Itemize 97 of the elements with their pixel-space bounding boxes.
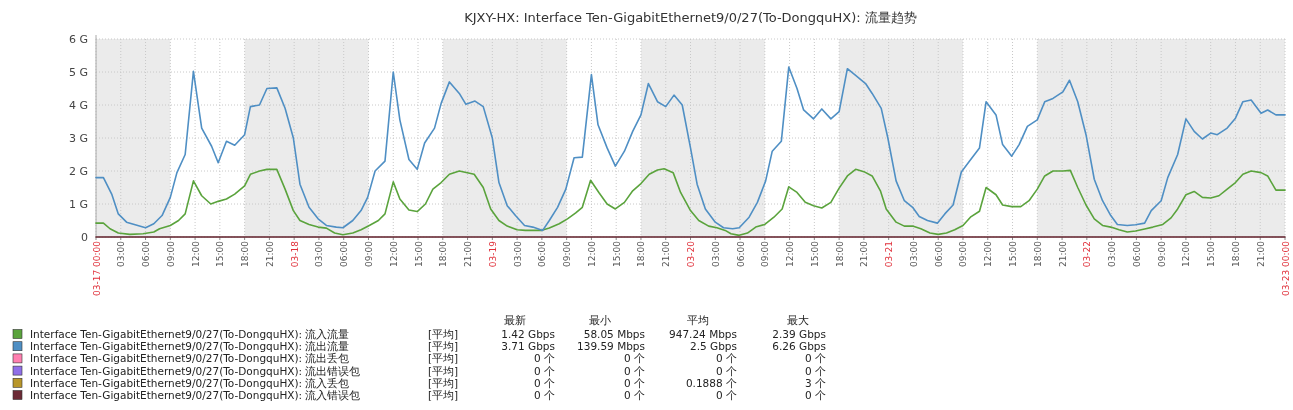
x-tick-label: 12:00 <box>586 240 597 267</box>
text: 2.39 Gbps <box>772 328 826 340</box>
chart-title: KJXY-HX: Interface Ten-GigabitEthernet9/0/27(To-DongquHX): 流量趋势 <box>464 10 917 25</box>
x-tick-label: 06:00 <box>537 240 548 267</box>
text: 58.05 Mbps <box>583 328 645 340</box>
x-tick-label: 18:00 <box>1230 240 1241 267</box>
text: 0 个 <box>804 389 826 401</box>
x-tick-label: 09:00 <box>165 240 176 267</box>
y-tick-label: 5 G <box>68 66 88 79</box>
text: 2.5 Gbps <box>690 340 737 353</box>
y-tick-label: 0 <box>81 231 88 244</box>
x-tick-label: 06:00 <box>735 240 746 267</box>
x-tick-label: 21:00 <box>1057 240 1068 267</box>
x-tick-label: 15:00 <box>413 240 424 267</box>
legend-label: Interface Ten-GigabitEthernet9/0/27(To-DongquHX): 流出流量 <box>30 340 350 353</box>
x-tick-label: 06:00 <box>339 240 350 267</box>
text: 0 个 <box>804 352 826 365</box>
x-tick-label: 12:00 <box>1181 240 1192 267</box>
x-tick-label: 18:00 <box>1032 240 1043 267</box>
legend-label: Interface Ten-GigabitEthernet9/0/27(To-DongquHX): 流入丢包 <box>30 376 350 389</box>
text: 0 个 <box>533 376 555 389</box>
text: 0 个 <box>623 364 645 377</box>
x-tick-label: 03:00 <box>1107 240 1118 267</box>
x-tick-label: 21:00 <box>264 240 275 267</box>
text: 0 个 <box>715 364 737 377</box>
legend-label: Interface Ten-GigabitEthernet9/0/27(To-DongquHX): 流出丢包 <box>30 352 350 365</box>
text: 平均 <box>687 314 709 326</box>
text: 0 个 <box>804 364 826 377</box>
text: [平均] <box>428 364 459 377</box>
x-tick-label: 03-20 <box>686 240 696 268</box>
text: 0 个 <box>533 352 555 365</box>
x-tick-label: 03:00 <box>512 240 523 267</box>
text: 0 个 <box>623 352 645 365</box>
x-tick-label: 03-22 <box>1082 241 1093 268</box>
x-tick-label: 21:00 <box>1255 240 1266 267</box>
x-tick-label: 03-18 <box>289 240 300 268</box>
text: 最小 <box>589 314 611 326</box>
x-tick-label: 09:00 <box>562 240 573 267</box>
text: 139.59 Mbps <box>577 340 645 353</box>
legend-label: Interface Ten-GigabitEthernet9/0/27(To-DongquHX): 流入流量 <box>30 328 350 340</box>
x-tick-label: 12:00 <box>785 240 796 267</box>
x-tick-label: 12:00 <box>190 240 201 267</box>
y-tick-label: 2 G <box>68 165 88 178</box>
text: 最大 <box>787 314 809 326</box>
text: 0.1888 个 <box>685 376 737 389</box>
y-tick-label: 6 G <box>68 33 88 46</box>
x-tick-label: 03-17 00:00 <box>91 240 102 296</box>
legend-label: Interface Ten-GigabitEthernet9/0/27(To-DongquHX): 流出错误包 <box>30 364 361 377</box>
x-tick-label: 21:00 <box>661 240 672 267</box>
text: 0 个 <box>533 389 555 401</box>
x-tick-label: 15:00 <box>215 240 226 267</box>
x-tick-label: 03:00 <box>116 240 127 267</box>
x-tick-label: 15:00 <box>1206 240 1217 267</box>
text: [平均] <box>428 328 459 340</box>
x-tick-label: 03-23 00:00 <box>1280 240 1291 296</box>
text: 1.42 Gbps <box>501 328 555 340</box>
x-tick-label: 09:00 <box>1156 240 1167 267</box>
x-tick-label: 15:00 <box>809 240 820 267</box>
text: 0 个 <box>715 352 737 365</box>
y-tick-label: 3 G <box>68 132 88 145</box>
x-tick-label: 15:00 <box>611 240 622 267</box>
x-tick-label: 09:00 <box>760 240 771 267</box>
x-tick-label: 18:00 <box>834 240 845 267</box>
x-tick-label: 18:00 <box>636 240 647 267</box>
text: 0 个 <box>533 364 555 377</box>
x-tick-label: 03:00 <box>710 240 721 267</box>
x-tick-label: 18:00 <box>240 240 251 267</box>
text: 最新 <box>504 314 526 326</box>
x-tick-label: 06:00 <box>933 240 944 267</box>
x-tick-label: 21:00 <box>859 240 870 267</box>
text: [平均] <box>428 376 459 389</box>
x-tick-label: 15:00 <box>1008 240 1019 267</box>
x-tick-label: 03-21 <box>884 241 895 268</box>
x-tick-label: 06:00 <box>141 240 152 267</box>
text: [平均] <box>428 340 459 353</box>
x-tick-label: 09:00 <box>958 240 969 267</box>
text: 3 个 <box>804 376 826 389</box>
text: 0 个 <box>623 376 645 389</box>
x-tick-label: 12:00 <box>388 240 399 267</box>
text: 0 个 <box>623 389 645 401</box>
x-tick-label: 09:00 <box>363 240 374 267</box>
x-tick-label: 18:00 <box>438 240 449 267</box>
text: 3.71 Gbps <box>501 340 555 353</box>
text: [平均] <box>428 389 459 401</box>
text: 0 个 <box>715 389 737 401</box>
y-tick-label: 1 G <box>68 198 88 211</box>
text: 947.24 Mbps <box>669 328 737 340</box>
x-tick-label: 03-19 <box>487 240 498 268</box>
y-tick-label: 4 G <box>68 99 88 112</box>
x-tick-label: 03:00 <box>908 240 919 267</box>
x-tick-label: 03:00 <box>314 240 325 267</box>
text: 6.26 Gbps <box>772 340 826 353</box>
x-tick-label: 06:00 <box>1131 240 1142 267</box>
x-tick-label: 21:00 <box>463 240 474 267</box>
x-tick-label: 12:00 <box>983 240 994 267</box>
text: [平均] <box>428 352 459 365</box>
legend-label: Interface Ten-GigabitEthernet9/0/27(To-DongquHX): 流入错误包 <box>30 389 361 401</box>
